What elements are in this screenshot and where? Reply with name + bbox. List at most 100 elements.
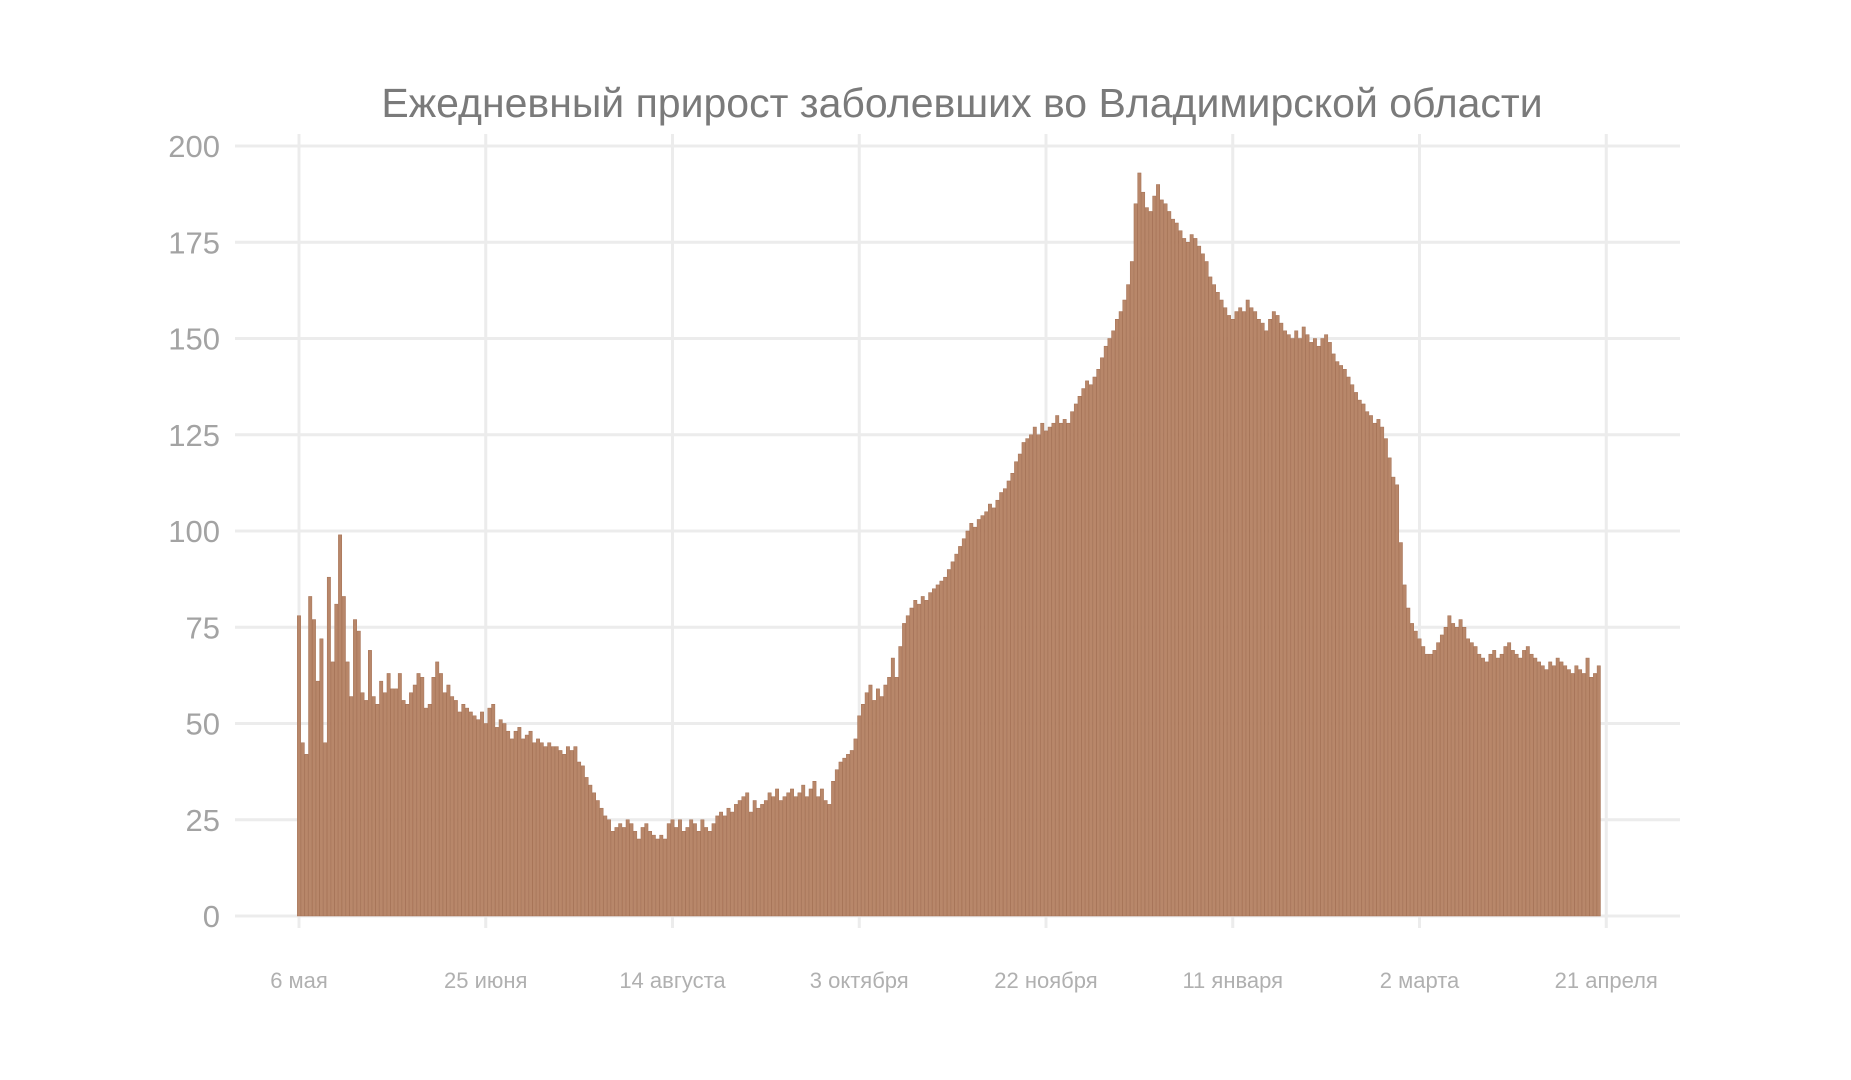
bar	[1264, 330, 1269, 917]
bar	[1126, 284, 1131, 917]
bar	[1436, 642, 1441, 917]
bar	[1144, 207, 1149, 917]
bar	[446, 684, 451, 917]
bar	[1305, 334, 1310, 917]
y-tick-label: 25	[186, 803, 220, 838]
bar	[1451, 623, 1456, 917]
bar	[476, 719, 481, 917]
bar	[1481, 657, 1485, 917]
bar	[711, 823, 716, 917]
bar	[379, 680, 384, 917]
bar	[849, 750, 854, 917]
bar	[961, 538, 966, 917]
bar	[1283, 330, 1287, 917]
bar	[651, 834, 656, 917]
y-tick-label: 125	[168, 418, 220, 453]
bar	[1118, 311, 1123, 917]
bar	[554, 746, 559, 917]
bar	[1298, 338, 1302, 917]
bar	[382, 692, 387, 917]
bar	[1488, 653, 1493, 917]
bar	[1290, 338, 1295, 917]
x-tick-label: 25 июня	[444, 968, 527, 993]
bar	[726, 807, 731, 917]
bar	[622, 827, 626, 917]
bar	[760, 804, 765, 917]
bar	[704, 827, 709, 917]
bar	[775, 788, 780, 917]
bar	[857, 715, 862, 917]
bar	[696, 831, 701, 917]
bar	[1133, 203, 1138, 917]
bar	[603, 815, 608, 917]
bar	[431, 677, 436, 917]
bar	[300, 742, 305, 917]
bar	[1410, 623, 1414, 917]
bar	[879, 696, 884, 917]
bar	[745, 792, 750, 917]
bar	[1115, 319, 1119, 917]
bar	[1578, 669, 1583, 917]
bar	[1081, 388, 1086, 917]
bar	[562, 754, 567, 917]
bar	[808, 788, 813, 917]
bar	[442, 692, 447, 917]
bar	[1406, 607, 1411, 917]
bar	[905, 615, 910, 917]
bar	[920, 596, 925, 917]
bar	[838, 761, 843, 917]
bar	[1092, 376, 1097, 917]
bar	[360, 692, 365, 917]
bar	[1559, 661, 1564, 917]
bar	[1171, 218, 1175, 917]
bar	[536, 738, 540, 917]
bar	[973, 526, 977, 917]
bar	[763, 800, 768, 917]
bar	[1357, 399, 1362, 917]
bar	[887, 677, 892, 917]
bar	[517, 727, 522, 917]
bar	[1540, 665, 1545, 917]
bar	[1212, 284, 1217, 917]
bar	[1496, 657, 1500, 917]
bar	[1525, 646, 1530, 917]
bar	[793, 796, 798, 917]
bar	[827, 804, 832, 917]
bar	[457, 711, 462, 917]
bar	[547, 742, 552, 917]
bar	[420, 677, 425, 917]
bar	[487, 707, 492, 917]
bar	[468, 711, 473, 917]
bar	[1167, 211, 1172, 917]
bar	[801, 784, 806, 917]
bar	[950, 561, 955, 917]
bar	[1514, 653, 1519, 917]
bar	[648, 831, 653, 917]
bar	[1425, 653, 1429, 917]
bar	[958, 546, 963, 917]
bar	[1129, 261, 1134, 917]
bar	[1242, 311, 1246, 917]
bar	[805, 796, 809, 917]
y-tick-label: 175	[168, 225, 220, 260]
bar	[1596, 665, 1601, 917]
bar	[472, 715, 477, 917]
bar	[580, 765, 585, 917]
bar	[1148, 211, 1153, 917]
bar	[424, 707, 428, 917]
bar	[1073, 403, 1078, 917]
bar	[326, 576, 331, 917]
bar	[823, 800, 828, 917]
bar	[1383, 438, 1388, 917]
bar	[1044, 430, 1048, 917]
bar	[954, 553, 959, 917]
bar	[1458, 619, 1463, 917]
bar	[644, 823, 649, 917]
bar	[345, 661, 350, 917]
bar	[625, 819, 630, 917]
bar	[1499, 653, 1504, 917]
bar	[1320, 338, 1325, 917]
bar	[1346, 376, 1351, 917]
bar	[491, 704, 496, 917]
bar	[416, 673, 421, 917]
